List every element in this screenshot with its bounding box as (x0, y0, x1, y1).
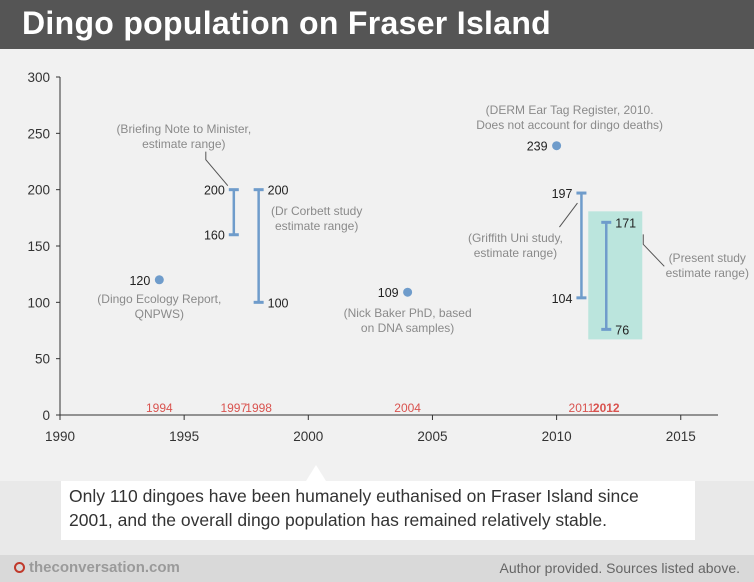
data-point-value-label: 239 (527, 140, 548, 154)
present-study-highlight (588, 211, 643, 340)
x-tick-label: 1995 (169, 429, 199, 444)
footer: theconversation.com Author provided. Sou… (0, 555, 754, 582)
year-marker-label: 1994 (146, 401, 173, 415)
year-marker-label: 1998 (245, 401, 272, 415)
range-high-label: 200 (268, 184, 289, 198)
x-tick-label: 2010 (542, 429, 572, 444)
data-point-annotation: (Dingo Ecology Report, (97, 292, 221, 306)
data-point-value-label: 109 (378, 286, 399, 300)
range-annotation: estimate range) (275, 219, 358, 233)
caption-box: Only 110 dingoes have been humanely euth… (61, 481, 695, 540)
data-point-value-label: 120 (129, 274, 150, 288)
range-high-label: 200 (204, 184, 225, 198)
range-low-label: 76 (615, 323, 629, 337)
range-annotation: (Griffith Uni study, (468, 231, 563, 245)
title-bar: Dingo population on Fraser Island (0, 0, 754, 49)
year-marker-label: 2011 (569, 401, 595, 415)
data-point-annotation: QNPWS) (135, 307, 184, 321)
data-point-annotation: (Nick Baker PhD, based (344, 306, 472, 320)
data-point (154, 275, 164, 285)
chart: 0 50 100 150 200 250 300 1990 1995 2000 2005 2010 20… (27, 70, 749, 444)
x-tick-label: 1990 (45, 429, 75, 444)
y-tick-label: 150 (27, 239, 50, 254)
annotation-connector (559, 202, 578, 228)
y-tick-label: 250 (27, 126, 50, 141)
credit-text: Author provided. Sources listed above. (499, 560, 740, 576)
range-low-label: 160 (204, 229, 225, 243)
chart-panel: 0 50 100 150 200 250 300 1990 1995 2000 2005 2010 20… (0, 49, 754, 481)
x-tick-label: 2015 (666, 429, 696, 444)
caption-pointer (306, 465, 326, 481)
range-annotation: estimate range) (666, 266, 749, 280)
y-tick-label: 0 (42, 408, 50, 423)
annotation-connector (642, 234, 665, 267)
data-point-annotation: Does not account for dingo deaths) (476, 118, 663, 132)
annotation-connector (205, 151, 229, 186)
x-tick-label: 2005 (417, 429, 447, 444)
range-high-label: 171 (615, 216, 636, 230)
y-tick-label: 300 (27, 70, 50, 85)
data-point-annotation: (DERM Ear Tag Register, 2010. (486, 103, 654, 117)
x-tick-label: 2000 (293, 429, 323, 444)
range-annotation: (Briefing Note to Minister, (116, 122, 251, 136)
range-high-label: 197 (552, 187, 573, 201)
range-annotation: estimate range) (142, 137, 225, 151)
year-marker-label: 2004 (394, 401, 421, 415)
range-low-label: 104 (552, 292, 573, 306)
year-marker-label: 1997 (220, 401, 247, 415)
y-tick-label: 50 (35, 352, 50, 367)
source-link[interactable]: theconversation.com (29, 559, 180, 576)
data-point-annotation: on DNA samples) (361, 321, 454, 335)
data-point (552, 141, 562, 151)
data-point (403, 287, 413, 297)
page-title: Dingo population on Fraser Island (22, 5, 552, 41)
y-tick-label: 200 (27, 183, 50, 198)
range-annotation: (Present study (669, 251, 746, 265)
source-logo[interactable]: theconversation.com (14, 558, 180, 578)
conversation-logo-icon (14, 562, 25, 573)
range-annotation: (Dr Corbett study (271, 204, 362, 218)
range-low-label: 100 (268, 296, 289, 310)
range-annotation: estimate range) (474, 246, 557, 260)
y-tick-label: 100 (27, 295, 50, 310)
year-marker-label: 2012 (593, 401, 620, 415)
